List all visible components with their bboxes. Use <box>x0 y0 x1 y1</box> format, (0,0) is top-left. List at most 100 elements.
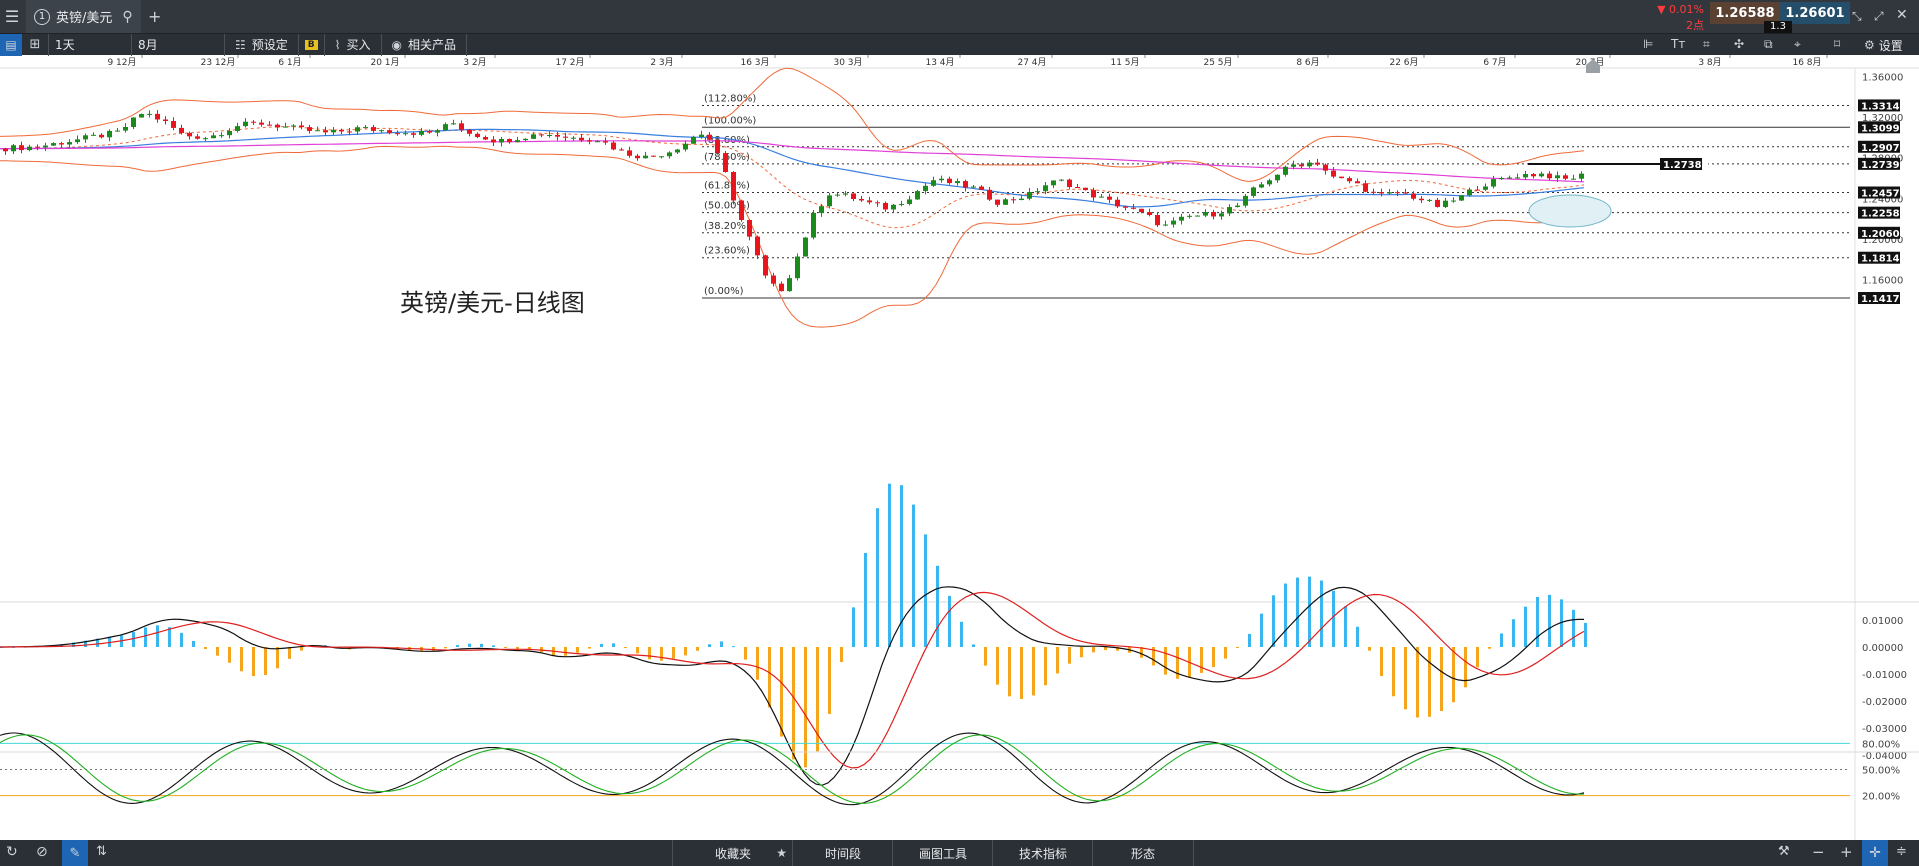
macd-histogram-bar <box>1404 647 1407 710</box>
eye-icon: ◉ <box>391 37 403 52</box>
layout-icon[interactable]: ⊞ <box>29 37 41 52</box>
price-tick-label: 1.36000 <box>1862 73 1903 84</box>
fib-price-label: 1.29078 <box>1861 143 1907 154</box>
candle-up <box>1171 220 1176 225</box>
candle-down <box>651 155 656 157</box>
candle-down <box>99 134 104 138</box>
price-marker[interactable]: 1.27380 <box>1528 157 1709 171</box>
candle-up <box>1259 184 1264 188</box>
copy-icon[interactable]: ⧉ <box>1764 37 1773 51</box>
macd-histogram-bar <box>684 647 687 656</box>
text-size-icon[interactable]: Tт <box>1671 37 1686 51</box>
candle-up <box>1467 189 1472 196</box>
macd-histogram-bar <box>948 595 951 647</box>
search-icon[interactable]: ⚲ <box>122 8 133 25</box>
candle-up <box>211 135 216 139</box>
candle-up <box>547 134 552 136</box>
highlight-ellipse[interactable] <box>1528 194 1612 228</box>
macd-histogram-bar <box>648 647 651 660</box>
buy-button[interactable]: ⌇ 买入 <box>325 33 382 56</box>
candlesticks[interactable] <box>3 110 1584 292</box>
candle-down <box>275 124 280 128</box>
candle-down <box>259 122 264 125</box>
tag-icon[interactable]: ⌑ <box>1834 37 1841 51</box>
spread-badge: 1.3 <box>1764 21 1792 33</box>
candle-up <box>971 186 976 188</box>
stoch-tick-label: 20.00% <box>1862 792 1900 803</box>
macd-histogram-bar <box>156 625 159 647</box>
macd-histogram-bar <box>636 647 639 654</box>
badge-button[interactable]: B <box>299 33 325 56</box>
drawing-tools-tab[interactable]: 画图工具 <box>892 840 993 866</box>
cursor-icon[interactable]: ✛ <box>1862 840 1888 866</box>
period-select[interactable]: 8月 <box>132 33 225 56</box>
indicators-tab[interactable]: 技术指标 <box>992 840 1093 866</box>
candle-down <box>1083 187 1088 191</box>
candle-down <box>755 236 760 256</box>
candle-down <box>339 129 344 132</box>
close-icon[interactable]: ✕ <box>1896 7 1908 23</box>
date-label: 16 8月 <box>1792 57 1821 68</box>
candle-up <box>1003 199 1008 205</box>
minimize-icon[interactable]: ⤡ <box>1852 9 1862 23</box>
macd-histogram-bar <box>600 643 603 647</box>
zoom-out-icon[interactable]: − <box>1812 843 1825 861</box>
candle-down <box>1139 208 1144 213</box>
bid-price[interactable]: 1.26588 <box>1710 2 1780 24</box>
time-marker-icon[interactable] <box>1586 59 1600 73</box>
patterns-tab[interactable]: 形态 <box>1092 840 1194 866</box>
timeframe-tab[interactable]: 时间段 <box>792 840 893 866</box>
candle-up <box>243 121 248 127</box>
candle-up <box>75 139 80 143</box>
favorites-tab[interactable]: 收藏夹 ★ <box>672 840 793 866</box>
favorites-label: 收藏夹 <box>714 846 751 861</box>
candle-down <box>19 145 24 151</box>
tools-icon[interactable]: ⚒ <box>1778 844 1790 859</box>
target-icon[interactable]: ⌖ <box>1794 37 1801 51</box>
candle-up <box>795 256 800 279</box>
settings-button[interactable]: ⚙ 设置 <box>1864 34 1903 56</box>
split-icon[interactable]: ≑ <box>1896 844 1907 859</box>
align-icon[interactable]: ⊫ <box>1643 37 1654 51</box>
candle-up <box>1275 174 1280 181</box>
ask-price[interactable]: 1.26601 <box>1780 2 1850 24</box>
macd-histogram-bar <box>252 647 255 677</box>
macd-histogram-bar <box>912 504 915 647</box>
tab-title: 英镑/美元 <box>56 11 113 26</box>
macd-histogram-bar <box>1356 626 1359 647</box>
zoom-in-icon[interactable]: + <box>1840 843 1853 861</box>
macd-histogram-bar <box>60 644 63 647</box>
add-tab-icon[interactable]: + <box>147 7 162 26</box>
candle-up <box>955 181 960 184</box>
list-icon[interactable]: ▤ <box>0 33 22 56</box>
related-products-button[interactable]: ◉ 相关产品 <box>382 33 468 56</box>
maximize-icon[interactable]: ⤢ <box>1874 9 1884 23</box>
move-icon[interactable]: ✣ <box>1734 37 1745 51</box>
candle-down <box>723 153 728 173</box>
candle-up <box>803 237 808 257</box>
menu-icon[interactable]: ☰ <box>4 7 20 26</box>
macd-histogram-bar <box>792 647 795 760</box>
fib-label: (61.80%) <box>704 181 750 192</box>
macd-histogram-bar <box>1512 619 1515 647</box>
chart-canvas[interactable]: 9 12月 23 12月 6 1月 20 1月 3 2月 17 2月 2 3月 16 3月 30… <box>0 55 1919 840</box>
macd-histogram-bar <box>804 647 807 768</box>
swap-icon[interactable]: ⇅ <box>96 844 107 859</box>
macd-histogram-bar <box>132 632 135 647</box>
fibonacci-levels[interactable]: (112.80%) 1.33149 (100.00%) 1.30996 (88.60%)… <box>702 93 1907 305</box>
macd-histogram-bar <box>696 647 699 651</box>
candle-down <box>563 136 568 138</box>
instrument-tab[interactable]: 1 英镑/美元 ⚲ <box>26 0 141 33</box>
disable-icon[interactable]: ⊘ <box>36 844 48 860</box>
macd-histogram-bar <box>516 647 519 650</box>
candle-down <box>35 146 40 148</box>
timeframe-select[interactable]: 1天 <box>48 33 132 56</box>
crosshair-icon[interactable]: ⌗ <box>1703 37 1710 51</box>
candle-down <box>459 123 464 130</box>
pencil-icon[interactable]: ✎ <box>62 840 88 866</box>
presets-button[interactable]: ☷ 预设定 <box>225 33 299 56</box>
fib-price-label: 1.22586 <box>1861 209 1907 220</box>
patterns-label: 形态 <box>1130 846 1155 861</box>
candle-down <box>155 113 160 120</box>
refresh-icon[interactable]: ↻ <box>6 844 18 860</box>
